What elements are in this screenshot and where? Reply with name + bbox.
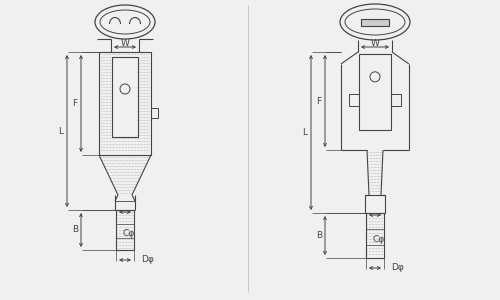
Bar xyxy=(366,213,384,258)
Text: L: L xyxy=(58,127,64,136)
Text: F: F xyxy=(72,99,78,108)
Bar xyxy=(99,52,151,155)
Text: L: L xyxy=(302,128,308,137)
Text: B: B xyxy=(72,226,78,235)
Text: F: F xyxy=(316,97,322,106)
Bar xyxy=(112,57,138,137)
Text: Cφ: Cφ xyxy=(373,235,385,244)
Text: W: W xyxy=(120,38,130,47)
Text: Dφ: Dφ xyxy=(142,256,154,265)
Bar xyxy=(116,210,134,250)
Text: B: B xyxy=(316,231,322,240)
Text: W: W xyxy=(370,38,380,47)
Bar xyxy=(359,54,391,130)
Text: Cφ: Cφ xyxy=(123,230,135,238)
Bar xyxy=(365,195,385,213)
Ellipse shape xyxy=(95,5,155,39)
Bar xyxy=(361,19,389,26)
Bar xyxy=(391,94,401,106)
Ellipse shape xyxy=(340,4,410,40)
Bar xyxy=(151,108,158,118)
Text: Dφ: Dφ xyxy=(392,263,404,272)
Bar xyxy=(349,94,359,106)
